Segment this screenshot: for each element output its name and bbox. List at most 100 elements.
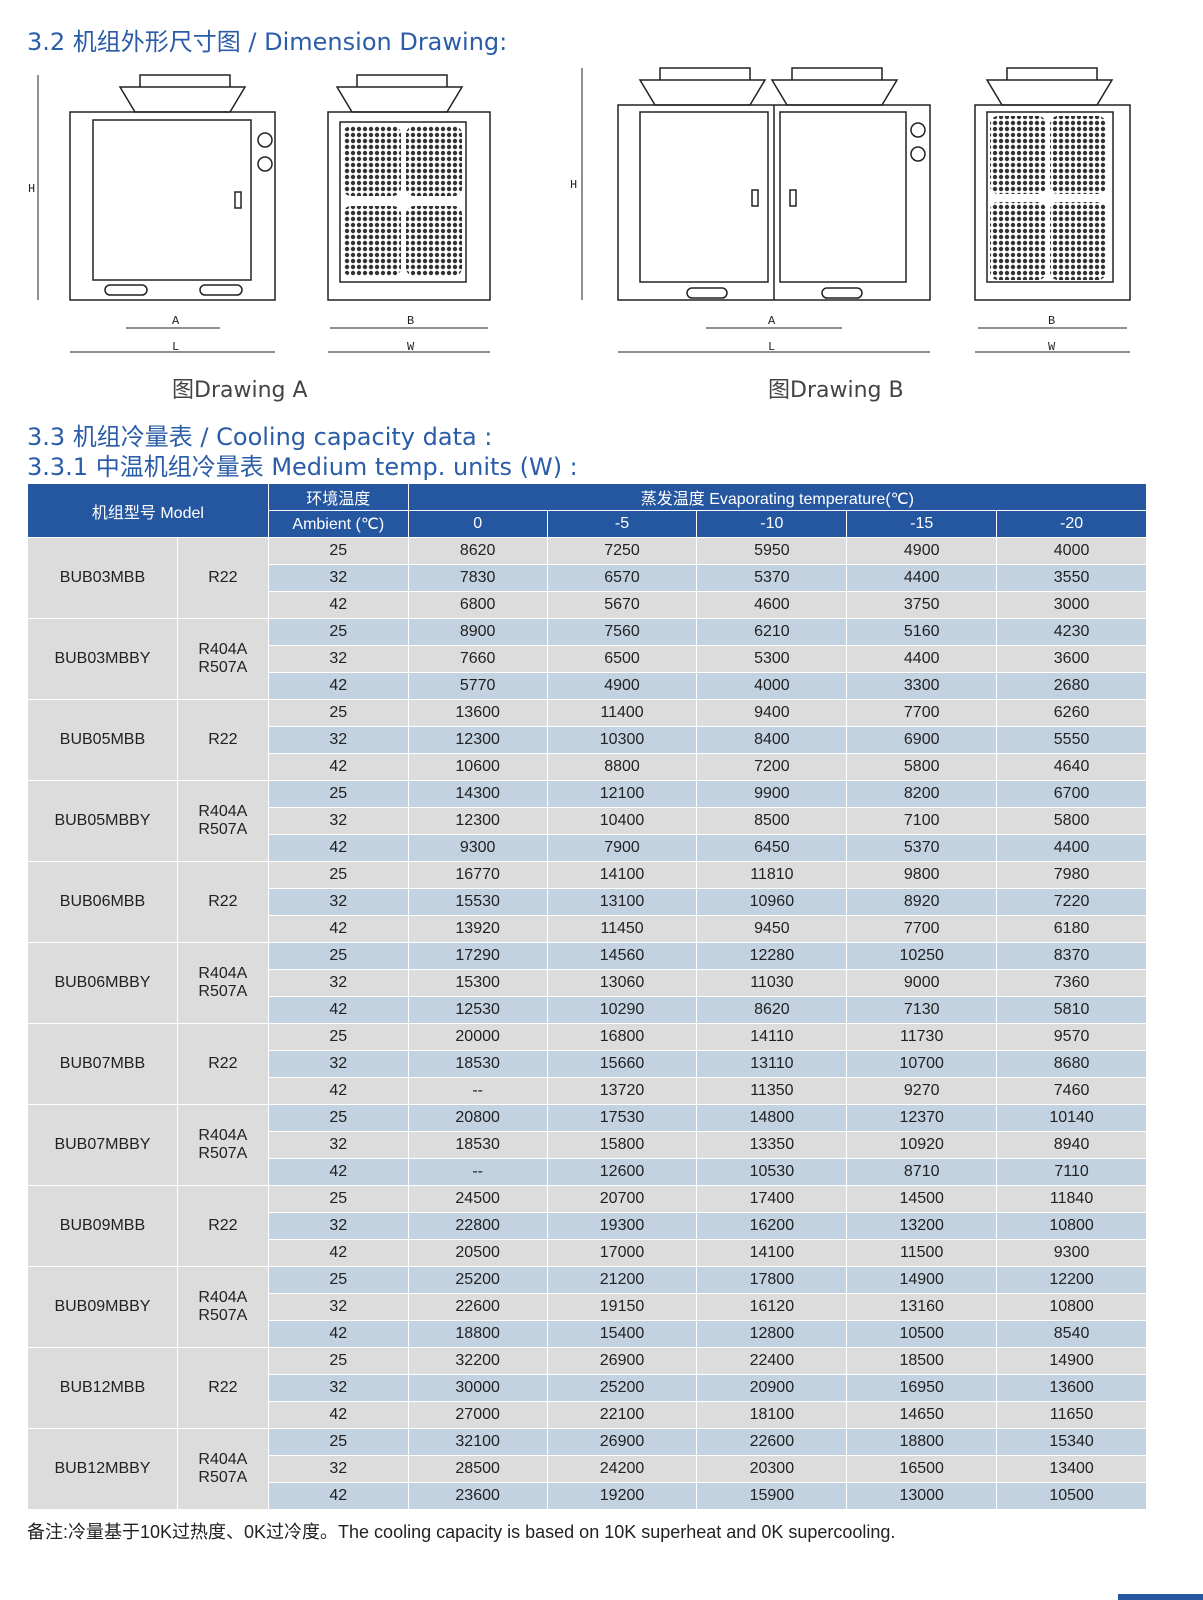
capacity-cell: 10400 [546,807,698,835]
capacity-cell: 6700 [996,780,1147,808]
refrigerant-label: R22 [208,569,238,586]
ambient-cell: 32 [267,969,409,997]
ambient-cell: 42 [267,753,409,781]
capacity-cell: 14300 [407,780,548,808]
capacity-cell: 15300 [407,969,548,997]
refrigerant-cell: R404A R507A [176,1104,269,1186]
refrigerant-cell: R22 [176,537,269,619]
capacity-cell: 5550 [996,726,1147,754]
capacity-cell: 26900 [546,1428,698,1456]
dim-h-label: H [570,178,577,192]
table-row: 32 28500 24200 20300 16500 13400 [28,1455,1147,1483]
capacity-cell: 4900 [846,537,998,565]
capacity-cell: 14100 [696,1239,848,1267]
capacity-cell: 5160 [846,618,998,646]
header-ambient-cn: 环境温度 [267,483,409,511]
capacity-cell: 22400 [696,1347,848,1375]
capacity-cell: 17290 [407,942,548,970]
header-evap-col: -15 [846,510,998,538]
capacity-cell: -- [407,1158,548,1186]
ambient-cell: 32 [267,726,409,754]
dim-h-label: H [28,182,35,196]
capacity-cell: 13110 [696,1050,848,1078]
ambient-cell: 42 [267,1482,409,1510]
capacity-cell: 11730 [846,1023,998,1051]
capacity-cell: 3550 [996,564,1147,592]
ambient-cell: 42 [267,591,409,619]
capacity-cell: 13060 [546,969,698,997]
capacity-cell: 4230 [996,618,1147,646]
capacity-cell: 8800 [546,753,698,781]
capacity-cell: 9900 [696,780,848,808]
capacity-cell: 7700 [846,699,998,727]
capacity-cell: 11350 [696,1077,848,1105]
capacity-cell: 16120 [696,1293,848,1321]
table-row: 42 9300 7900 6450 5370 4400 [28,834,1147,862]
model-cell: BUB06MBB [27,861,178,943]
capacity-cell: 5800 [996,807,1147,835]
capacity-cell: 15530 [407,888,548,916]
model-cell: BUB12MBB [27,1347,178,1429]
table-row: BUB12MBBY R404A R507A 25 32100 26900 22600 1880… [27,1428,1147,1510]
capacity-cell: 3750 [846,591,998,619]
capacity-cell: 30000 [407,1374,548,1402]
capacity-cell: 14110 [696,1023,848,1051]
capacity-cell: 7100 [846,807,998,835]
capacity-cell: 5670 [546,591,698,619]
capacity-cell: 8900 [407,618,548,646]
capacity-cell: 7130 [846,996,998,1024]
capacity-cell: 10250 [846,942,998,970]
capacity-cell: 14800 [696,1104,848,1132]
refrigerant-label: R507A [198,659,248,676]
capacity-cell: 14100 [546,861,698,889]
capacity-cell: 8620 [696,996,848,1024]
ambient-cell: 42 [267,1239,409,1267]
capacity-cell: 16950 [846,1374,998,1402]
capacity-cell: 11400 [546,699,698,727]
capacity-cell: 8680 [996,1050,1147,1078]
capacity-cell: 10700 [846,1050,998,1078]
table-row: 32 15530 13100 10960 8920 7220 [28,888,1147,916]
capacity-cell: 13400 [996,1455,1147,1483]
ambient-cell: 32 [267,645,409,673]
table-row: BUB09MBB R22 25 24500 20700 17400 14500 11840 [27,1185,1147,1267]
ambient-cell: 25 [267,942,409,970]
table-row: BUB05MBB R22 25 13600 11400 9400 7700 6260 [27,699,1147,781]
table-row: 42 10600 8800 7200 5800 4640 [28,753,1147,781]
capacity-cell: 4400 [996,834,1147,862]
header-evaporating: 蒸发温度 Evaporating temperature(℃) [407,483,1148,511]
capacity-cell: 16800 [546,1023,698,1051]
drawing-a: H A L B W [28,74,491,354]
table-row: BUB03MBB R22 25 8620 7250 5950 4900 4000 [27,537,1147,619]
capacity-cell: 5800 [846,753,998,781]
header-evap-col: 0 [407,510,548,538]
ambient-cell: 25 [267,1185,409,1213]
capacity-cell: 16770 [407,861,548,889]
capacity-cell: 12370 [846,1104,998,1132]
refrigerant-cell: R404A R507A [176,780,269,862]
capacity-cell: 17000 [546,1239,698,1267]
capacity-cell: 7200 [696,753,848,781]
capacity-cell: 6180 [996,915,1147,943]
ambient-cell: 25 [267,537,409,565]
capacity-cell: 11030 [696,969,848,997]
model-cell: BUB05MBB [27,699,178,781]
capacity-cell: 12800 [696,1320,848,1348]
table-row: BUB03MBBY R404A R507A 25 8900 7560 6210 5160 423… [27,618,1147,700]
capacity-cell: 9800 [846,861,998,889]
capacity-cell: 7660 [407,645,548,673]
ambient-cell: 42 [267,834,409,862]
capacity-cell: 6800 [407,591,548,619]
drawing-a-caption: 图Drawing A [172,378,308,403]
capacity-cell: 19300 [546,1212,698,1240]
capacity-cell: 25200 [407,1266,548,1294]
table-row: 32 7830 6570 5370 4400 3550 [28,564,1147,592]
model-cell: BUB12MBBY [27,1428,178,1510]
table-row: 42 -- 13720 11350 9270 7460 [28,1077,1147,1105]
capacity-cell: 7360 [996,969,1147,997]
header-evap-col: -10 [696,510,848,538]
capacity-cell: 10920 [846,1131,998,1159]
table-row: 42 18800 15400 12800 10500 8540 [28,1320,1147,1348]
capacity-cell: 8540 [996,1320,1147,1348]
capacity-cell: 10300 [546,726,698,754]
